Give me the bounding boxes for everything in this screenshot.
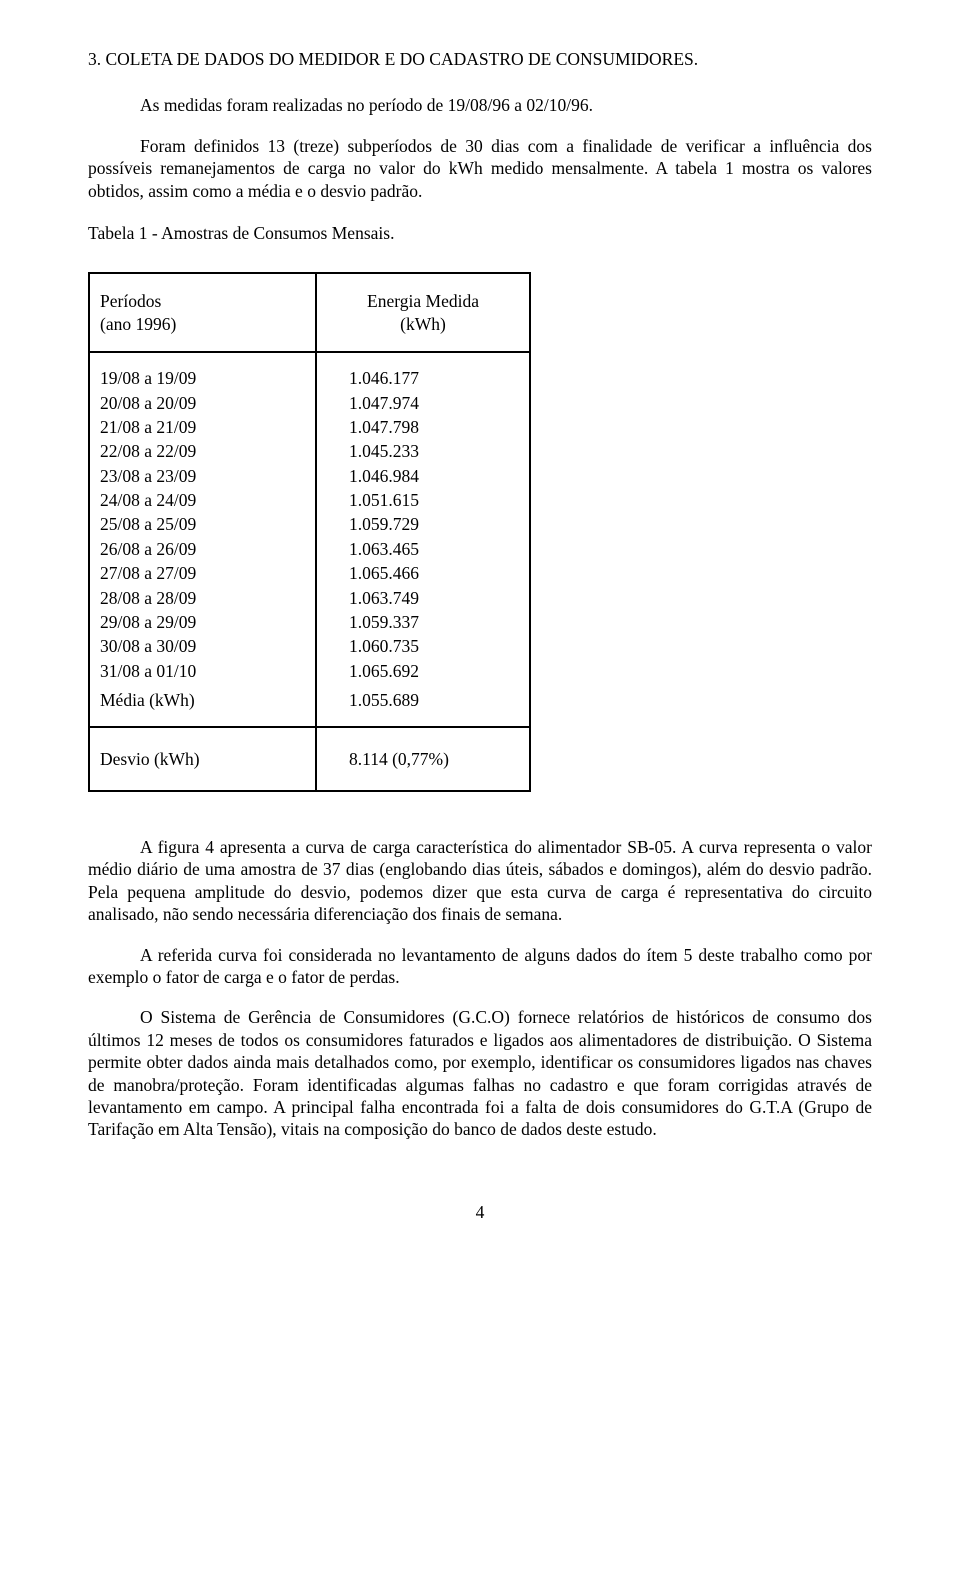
table-header-row: Períodos (ano 1996) Energia Medida (kWh) [89,273,530,352]
table-cell-period: 22/08 a 22/09 [89,439,316,463]
table-row-mean: Média (kWh)1.055.689 [89,683,530,726]
document-page: 3. COLETA DE DADOS DO MEDIDOR E DO CADAS… [0,0,960,1283]
table-cell-period: 28/08 a 28/09 [89,586,316,610]
page-number: 4 [88,1201,872,1223]
table-header-periods: Períodos (ano 1996) [89,273,316,352]
data-table: Períodos (ano 1996) Energia Medida (kWh)… [88,272,531,792]
table-cell-value: 1.059.729 [316,512,530,536]
section-title: 3. COLETA DE DADOS DO MEDIDOR E DO CADAS… [88,48,872,70]
paragraph-5: O Sistema de Gerência de Consumidores (G… [88,1006,872,1140]
table-cell-period: 27/08 a 27/09 [89,561,316,585]
dev-value: 8.114 (0,77%) [316,727,530,791]
table-cell-period: 29/08 a 29/09 [89,610,316,634]
table-cell-value: 1.051.615 [316,488,530,512]
mean-value: 1.055.689 [316,683,530,726]
dev-label: Desvio (kWh) [89,727,316,791]
table-cell-value: 1.047.974 [316,391,530,415]
table-cell-value: 1.059.337 [316,610,530,634]
table-cell-value: 1.063.465 [316,537,530,561]
table-row: 29/08 a 29/091.059.337 [89,610,530,634]
paragraph-4: A referida curva foi considerada no leva… [88,944,872,989]
table-row: 19/08 a 19/091.046.177 [89,352,530,390]
paragraph-1: As medidas foram realizadas no período d… [88,94,872,116]
table-cell-period: 25/08 a 25/09 [89,512,316,536]
table-row: 20/08 a 20/091.047.974 [89,391,530,415]
table-cell-value: 1.047.798 [316,415,530,439]
table-cell-value: 1.065.692 [316,659,530,683]
table-cell-period: 26/08 a 26/09 [89,537,316,561]
table-cell-value: 1.060.735 [316,634,530,658]
paragraph-2: Foram definidos 13 (treze) subperíodos d… [88,135,872,202]
paragraph-3: A figura 4 apresenta a curva de carga ca… [88,836,872,926]
header-energy-line2: (kWh) [400,314,446,334]
header-periods-line2: (ano 1996) [100,314,176,334]
table-row: 23/08 a 23/091.046.984 [89,464,530,488]
table-cell-period: 30/08 a 30/09 [89,634,316,658]
table-header-energy: Energia Medida (kWh) [316,273,530,352]
table-cell-period: 31/08 a 01/10 [89,659,316,683]
table-row: 21/08 a 21/091.047.798 [89,415,530,439]
table-cell-period: 24/08 a 24/09 [89,488,316,512]
table-cell-period: 21/08 a 21/09 [89,415,316,439]
table-cell-value: 1.063.749 [316,586,530,610]
table-caption: Tabela 1 - Amostras de Consumos Mensais. [88,222,872,244]
table-cell-period: 19/08 a 19/09 [89,352,316,390]
table-row-dev: Desvio (kWh) 8.114 (0,77%) [89,727,530,791]
table-row: 24/08 a 24/091.051.615 [89,488,530,512]
table-row: 26/08 a 26/091.063.465 [89,537,530,561]
table-cell-value: 1.045.233 [316,439,530,463]
table-row: 28/08 a 28/091.063.749 [89,586,530,610]
table-cell-period: 23/08 a 23/09 [89,464,316,488]
table-row: 27/08 a 27/091.065.466 [89,561,530,585]
table-row: 31/08 a 01/101.065.692 [89,659,530,683]
table-cell-period: 20/08 a 20/09 [89,391,316,415]
table-row: 30/08 a 30/091.060.735 [89,634,530,658]
table-row: 25/08 a 25/091.059.729 [89,512,530,536]
table-cell-value: 1.046.177 [316,352,530,390]
header-periods-line1: Períodos [100,291,161,311]
table-cell-value: 1.046.984 [316,464,530,488]
mean-label: Média (kWh) [89,683,316,726]
header-energy-line1: Energia Medida [367,291,479,311]
table-cell-value: 1.065.466 [316,561,530,585]
table-row: 22/08 a 22/091.045.233 [89,439,530,463]
